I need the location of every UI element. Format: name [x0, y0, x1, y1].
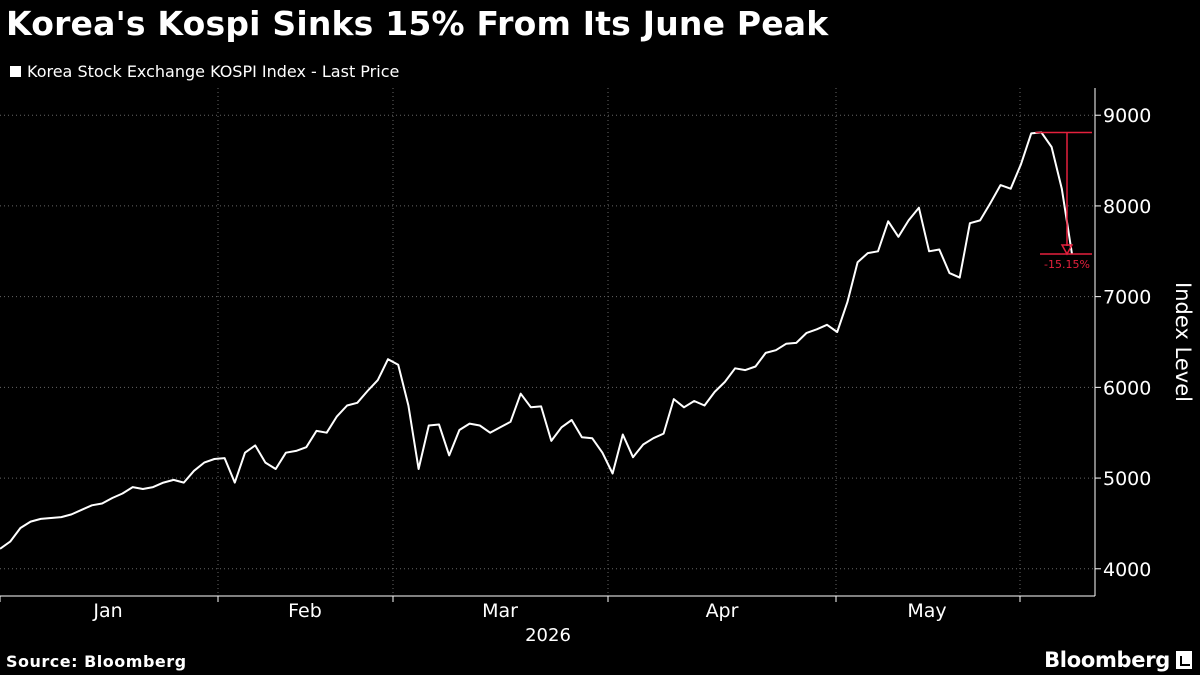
- arrow-down-icon: [1060, 244, 1074, 256]
- x-ticks: Jan Feb Mar Apr May: [0, 596, 1021, 622]
- drawdown-label: -15.15%: [1044, 258, 1090, 271]
- y-ticks: 4000 5000 6000 7000 8000 9000: [1095, 105, 1151, 581]
- y-tick-label: 8000: [1103, 196, 1151, 218]
- x-axis-year-label: 2026: [525, 625, 571, 646]
- y-axis-title: Index Level: [1171, 282, 1195, 402]
- legend: Korea Stock Exchange KOSPI Index - Last …: [10, 62, 399, 81]
- axis-layer: [0, 88, 1096, 597]
- drawdown-annotation: -15.15%: [1035, 131, 1092, 271]
- y-tick-label: 7000: [1103, 287, 1151, 309]
- x-tick-label: Jan: [92, 600, 122, 622]
- brand-wordmark: Bloomberg: [1044, 648, 1170, 672]
- grid-layer: [0, 88, 1095, 596]
- x-tick-label: May: [907, 600, 946, 622]
- bloomberg-logo-icon: [1176, 651, 1192, 669]
- x-tick-label: Mar: [482, 600, 518, 622]
- y-tick-label: 5000: [1103, 468, 1151, 490]
- legend-swatch: [10, 66, 21, 77]
- y-tick-label: 9000: [1103, 105, 1151, 127]
- legend-label: Korea Stock Exchange KOSPI Index - Last …: [27, 62, 400, 81]
- source-note: Source: Bloomberg: [6, 652, 187, 671]
- chart-title: Korea's Kospi Sinks 15% From Its June Pe…: [6, 4, 829, 43]
- y-tick-label: 4000: [1103, 559, 1151, 581]
- x-tick-label: Apr: [706, 600, 739, 622]
- brand: Bloomberg: [1044, 648, 1192, 672]
- series-line-kospi: [0, 131, 1073, 550]
- x-tick-label: Feb: [288, 600, 322, 622]
- y-tick-label: 6000: [1103, 377, 1151, 399]
